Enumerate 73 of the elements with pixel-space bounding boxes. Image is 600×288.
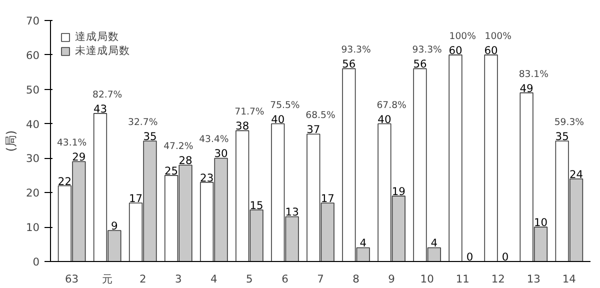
- x-tick-label: 13: [526, 272, 540, 286]
- data-label: 56: [413, 58, 427, 71]
- x-tick-label: 3: [175, 272, 182, 286]
- data-label: 60: [448, 44, 462, 57]
- x-tick-label: 14: [562, 272, 576, 286]
- data-label: 4: [430, 236, 438, 250]
- data-label: 15: [250, 198, 264, 212]
- data-label: 22: [58, 174, 72, 188]
- annotation: 83.1%: [518, 68, 549, 80]
- annotation: 71.7%: [234, 106, 264, 118]
- data-label: 13: [285, 206, 299, 219]
- x-tick-label: 11: [456, 272, 470, 286]
- data-label: 56: [342, 58, 356, 71]
- y-axis-title: (局): [4, 130, 18, 152]
- data-label: 0: [502, 250, 509, 264]
- y-tick-label: 60: [26, 48, 40, 62]
- data-label: 4: [360, 236, 367, 250]
- bar: [484, 54, 498, 262]
- x-tick-label: 63: [65, 272, 79, 286]
- y-tick-label: 70: [26, 14, 40, 28]
- data-label: 0: [466, 250, 474, 264]
- annotation: 82.7%: [92, 89, 122, 100]
- annotation: 32.7%: [128, 117, 158, 128]
- y-tick-label: 40: [26, 118, 40, 131]
- annotation: 75.5%: [270, 100, 300, 111]
- data-label: 24: [570, 168, 584, 181]
- x-tick-label: 12: [491, 272, 505, 286]
- x-tick-label: 10: [420, 272, 434, 286]
- data-label: 37: [306, 123, 320, 136]
- data-label: 60: [484, 44, 498, 57]
- x-tick-label: 9: [388, 272, 396, 286]
- data-label: 40: [378, 112, 392, 126]
- x-tick-label: 4: [210, 272, 218, 286]
- y-tick-label: 10: [26, 221, 40, 234]
- x-tick-label: 8: [352, 272, 360, 286]
- annotation: 93.3%: [341, 44, 371, 56]
- data-label: 43: [93, 102, 108, 116]
- x-tick-label: 2: [139, 272, 146, 286]
- x-tick-label: 6: [282, 272, 289, 286]
- data-label: 25: [164, 164, 178, 178]
- annotation: 43.1%: [57, 138, 87, 149]
- data-label: 19: [392, 185, 406, 198]
- data-label: 30: [214, 147, 228, 160]
- data-label: 35: [143, 130, 157, 143]
- data-label: 17: [128, 192, 143, 205]
- legend-label: 達成局数: [75, 30, 119, 44]
- data-label: 10: [534, 216, 548, 230]
- bar: [448, 54, 462, 262]
- annotation: 59.3%: [554, 117, 584, 128]
- x-tick-label: 5: [246, 272, 253, 286]
- data-label: 49: [520, 82, 534, 95]
- x-tick-label: 7: [317, 272, 324, 286]
- y-tick-label: 0: [32, 256, 40, 268]
- y-tick-label: 20: [26, 186, 40, 200]
- legend-label: 未達成局数: [75, 44, 130, 58]
- annotation: 67.8%: [376, 100, 407, 111]
- data-label: 28: [178, 154, 192, 168]
- data-label: 40: [271, 112, 285, 126]
- data-label: 38: [236, 120, 250, 133]
- data-label: 29: [72, 150, 86, 164]
- data-label: 17: [320, 192, 334, 205]
- annotation: 93.3%: [412, 44, 442, 56]
- annotation: 100%: [484, 30, 512, 42]
- y-tick-label: 30: [26, 152, 40, 166]
- data-label: 35: [555, 130, 569, 143]
- annotation: 68.5%: [306, 110, 336, 122]
- annotation: 43.4%: [199, 134, 229, 146]
- annotation: 47.2%: [164, 141, 194, 152]
- annotation: 100%: [449, 30, 476, 42]
- y-tick-label: 50: [26, 83, 40, 96]
- x-tick-label: 元: [102, 272, 113, 286]
- data-label: 9: [111, 220, 118, 233]
- data-label: 23: [200, 171, 214, 184]
